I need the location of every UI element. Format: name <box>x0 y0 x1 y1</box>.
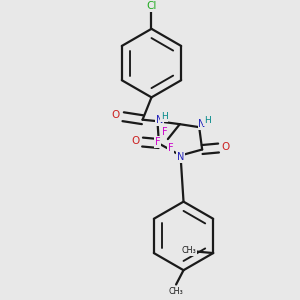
Text: H: H <box>204 116 211 125</box>
Text: O: O <box>112 110 120 120</box>
Text: F: F <box>154 137 160 147</box>
Text: H: H <box>160 112 167 121</box>
Text: Cl: Cl <box>146 1 157 11</box>
Text: O: O <box>222 142 230 152</box>
Text: CH₃: CH₃ <box>168 287 183 296</box>
Text: CH₃: CH₃ <box>181 246 196 255</box>
Text: O: O <box>131 136 139 146</box>
Text: N: N <box>156 115 164 125</box>
Text: F: F <box>162 127 168 136</box>
Text: N: N <box>177 152 184 162</box>
Text: N: N <box>199 119 206 129</box>
Text: F: F <box>168 143 174 153</box>
